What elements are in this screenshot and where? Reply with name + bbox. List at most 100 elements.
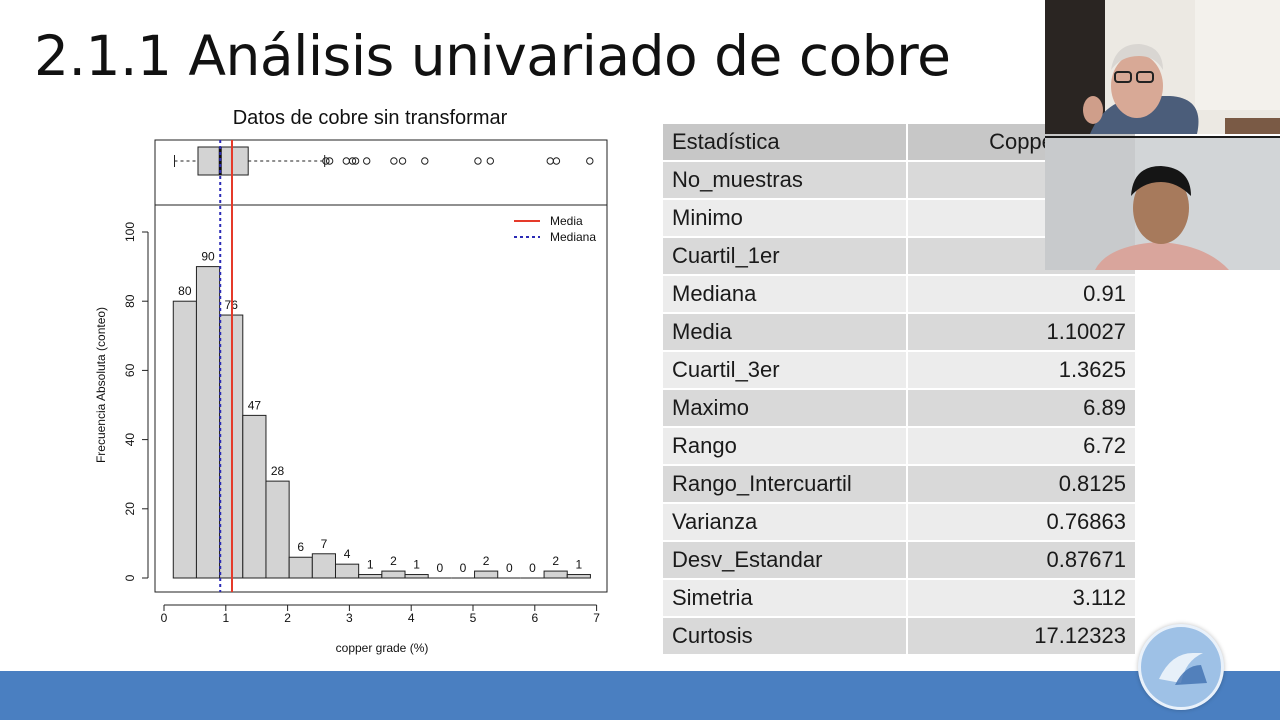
chart-legend: Media Mediana	[514, 214, 596, 244]
y-tick-label: 0	[123, 574, 137, 581]
row-label: Minimo	[663, 199, 908, 238]
legend-mean-label: Media	[550, 214, 583, 228]
table-row: Rango 6.72	[663, 427, 1135, 466]
histogram-bar	[404, 574, 429, 579]
row-label: Varianza	[663, 503, 908, 542]
table-row: Desv_Estandar 0.87671	[663, 541, 1135, 580]
row-value: 3.112	[907, 579, 1135, 618]
bar-value-label: 2	[390, 554, 397, 568]
boxplot-outlier	[398, 157, 407, 165]
x-tick-label: 6	[531, 611, 538, 625]
row-value: 1.3625	[907, 351, 1135, 390]
boxplot	[174, 146, 594, 176]
histogram-bar	[265, 480, 290, 579]
histogram-frame	[154, 204, 608, 593]
histogram-bar	[566, 574, 591, 579]
x-tick-label: 0	[161, 611, 168, 625]
boxplot-outlier	[486, 157, 495, 165]
table-row: Curtosis 17.12323	[663, 617, 1135, 656]
row-label: Rango_Intercuartil	[663, 465, 908, 504]
row-value: 0.8125	[907, 465, 1135, 504]
bar-value-label: 7	[321, 537, 328, 551]
row-label: Curtosis	[663, 617, 908, 656]
bar-value-label: 1	[413, 558, 420, 572]
histogram-bars: 80907647286741210020021	[172, 250, 591, 579]
x-tick-label: 7	[593, 611, 600, 625]
bar-value-label: 6	[297, 540, 304, 554]
row-value: 6.89	[907, 389, 1135, 428]
table-row: Rango_Intercuartil 0.8125	[663, 465, 1135, 504]
histogram-bar	[381, 570, 406, 579]
bar-value-label: 47	[248, 398, 262, 412]
histogram-bar	[543, 570, 568, 579]
bar-value-label: 1	[575, 558, 582, 572]
logo-icon	[1138, 624, 1224, 710]
y-tick-label: 40	[123, 433, 137, 447]
boxplot-outlier	[586, 157, 594, 165]
row-label: Desv_Estandar	[663, 541, 908, 580]
boxplot-outlier	[322, 157, 330, 165]
x-tick-label: 1	[222, 611, 229, 625]
boxplot-outlier	[325, 157, 334, 165]
boxplot-outlier	[421, 157, 429, 165]
y-axis: 0 20 40 60 80 100	[123, 222, 149, 581]
bar-value-label: 0	[529, 561, 536, 575]
logo-mark	[1159, 653, 1207, 685]
statistics-table: Estadística Coppe No_muestras Minimo Cua…	[663, 124, 1135, 656]
row-value: 1.10027	[907, 313, 1135, 352]
bar-value-label: 28	[271, 464, 285, 478]
boxplot-outlier	[552, 157, 561, 165]
table-row: Media 1.10027	[663, 313, 1135, 352]
histogram-bar	[311, 553, 336, 579]
bar-value-label: 4	[344, 547, 351, 561]
table-header-stat: Estadística	[663, 124, 908, 162]
row-value: 0.87671	[907, 541, 1135, 580]
table-header-row: Estadística Coppe	[663, 124, 1135, 162]
bar-value-label: 0	[436, 561, 443, 575]
bar-value-label: 80	[178, 284, 192, 298]
histogram-bar	[242, 414, 267, 579]
bar-value-label: 0	[506, 561, 513, 575]
bar-value-label: 0	[460, 561, 467, 575]
table-row: Varianza 0.76863	[663, 503, 1135, 542]
row-label: Simetria	[663, 579, 908, 618]
histogram-chart: Datos de cobre sin transformar 020406080…	[94, 107, 608, 655]
boxplot-outlier	[348, 157, 357, 165]
y-tick-label: 20	[123, 502, 137, 516]
y-tick-label: 60	[123, 363, 137, 377]
y-axis-label: Frecuencia Absoluta (conteo)	[94, 307, 108, 463]
video-participant-1[interactable]	[1045, 0, 1280, 134]
histogram-bar	[334, 563, 360, 579]
participant-2-image	[1045, 138, 1280, 270]
bar-value-label: 90	[201, 250, 215, 264]
boxplot-outlier	[474, 157, 482, 165]
y-tick-label: 100	[123, 222, 137, 242]
table-row: Simetria 3.112	[663, 579, 1135, 618]
x-axis: 0 1 2 3 4 5 6 7	[161, 604, 600, 625]
row-label: Cuartil_1er	[663, 237, 908, 276]
row-label: Cuartil_3er	[663, 351, 908, 390]
histogram-bar	[358, 574, 383, 579]
table-row: Cuartil_3er 1.3625	[663, 351, 1135, 390]
boxplot-outlier	[390, 157, 398, 165]
row-value: 17.12323	[907, 617, 1135, 656]
bar-value-label: 2	[552, 554, 559, 568]
x-tick-label: 2	[284, 611, 291, 625]
histogram-bar	[172, 300, 197, 579]
row-label: Mediana	[663, 275, 908, 314]
x-tick-label: 3	[346, 611, 353, 625]
row-value: 0.91	[907, 275, 1135, 314]
boxplot-outlier	[363, 157, 371, 165]
row-label: No_muestras	[663, 161, 908, 200]
boxplot-outlier	[546, 157, 554, 165]
row-value: 6.72	[907, 427, 1135, 466]
reference-lines	[219, 140, 233, 592]
row-label: Rango	[663, 427, 908, 466]
y-tick-label: 80	[123, 294, 137, 308]
histogram-bar	[288, 556, 313, 579]
video-participant-2[interactable]	[1045, 136, 1280, 270]
histogram-bar	[195, 266, 221, 579]
histogram-bar	[474, 570, 499, 579]
legend-median-label: Mediana	[550, 230, 596, 244]
row-value: 0.76863	[907, 503, 1135, 542]
